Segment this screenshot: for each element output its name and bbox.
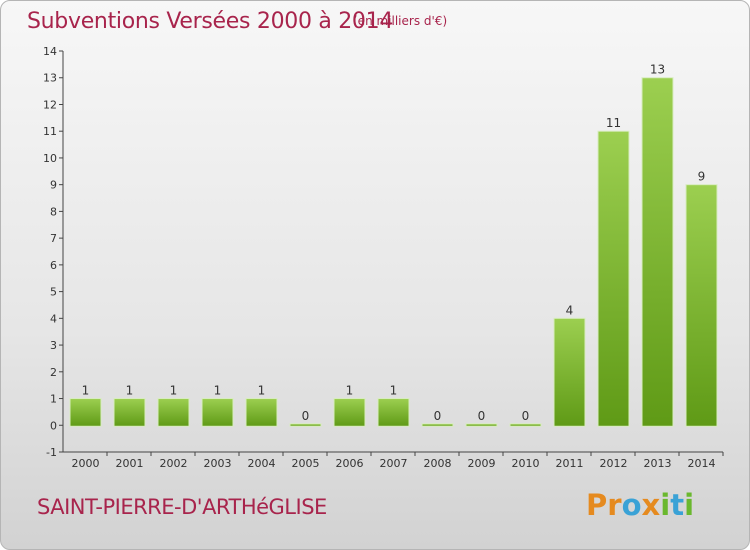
data-label: 13	[650, 63, 665, 77]
bar	[685, 184, 718, 427]
y-tick-label: 6	[50, 259, 57, 272]
x-tick-label: 2005	[292, 457, 320, 470]
y-tick-label: 8	[50, 205, 57, 218]
x-tick-label: 2002	[160, 457, 188, 470]
chart-units: (en milliers d'€)	[353, 14, 448, 28]
chart-bars	[69, 77, 718, 427]
bar	[597, 130, 630, 427]
chart-title: Subventions Versées 2000 à 2014	[27, 9, 394, 34]
x-tick-label: 2003	[204, 457, 232, 470]
x-tick-label: 2012	[600, 457, 628, 470]
proxiti-logo: Proxiti	[586, 488, 694, 522]
y-tick-label: 7	[50, 232, 57, 245]
y-tick-label: 12	[43, 98, 57, 111]
x-tick-label: 2008	[424, 457, 452, 470]
data-label: 1	[258, 384, 266, 398]
y-tick-label: -1	[46, 446, 57, 459]
logo-letter: i	[660, 488, 671, 522]
y-tick-label: 14	[43, 45, 57, 58]
bar	[553, 317, 586, 427]
x-tick-label: 2009	[468, 457, 496, 470]
data-label: 0	[522, 409, 530, 423]
y-tick-label: 10	[43, 152, 57, 165]
bar	[69, 398, 102, 427]
data-label: 0	[302, 409, 310, 423]
logo-letter: o	[621, 488, 642, 522]
data-label: 11	[606, 116, 621, 130]
data-label: 4	[566, 303, 574, 317]
bar	[377, 398, 410, 427]
bar	[113, 398, 146, 427]
data-label: 9	[698, 170, 706, 184]
x-tick-label: 2001	[116, 457, 144, 470]
bar	[641, 77, 674, 427]
y-tick-label: 11	[43, 125, 57, 138]
bar	[421, 423, 454, 427]
data-label: 1	[390, 384, 398, 398]
y-tick-label: 2	[50, 366, 57, 379]
logo-letter: x	[641, 488, 661, 522]
bar	[509, 423, 542, 427]
y-tick-label: 0	[50, 419, 57, 432]
x-tick-label: 2004	[248, 457, 276, 470]
bar	[465, 423, 498, 427]
y-tick-label: 1	[50, 393, 57, 406]
data-label: 1	[346, 384, 354, 398]
y-tick-label: 4	[50, 312, 57, 325]
y-tick-label: 5	[50, 286, 57, 299]
logo-letter: r	[607, 488, 622, 522]
data-label: 0	[478, 409, 486, 423]
data-label: 1	[214, 384, 222, 398]
bar	[157, 398, 190, 427]
data-label: 0	[434, 409, 442, 423]
x-tick-label: 2007	[380, 457, 408, 470]
y-tick-label: 13	[43, 72, 57, 85]
data-label: 1	[82, 384, 90, 398]
x-tick-label: 2010	[512, 457, 540, 470]
y-tick-label: 3	[50, 339, 57, 352]
logo-letter: t	[670, 488, 685, 522]
bar	[333, 398, 366, 427]
x-tick-label: 2011	[556, 457, 584, 470]
data-label: 1	[170, 384, 178, 398]
x-tick-label: 2014	[688, 457, 716, 470]
x-tick-label: 2006	[336, 457, 364, 470]
bar	[289, 423, 322, 427]
bar	[201, 398, 234, 427]
data-label: 1	[126, 384, 134, 398]
commune-name: SAINT-PIERRE-D'ARTHéGLISE	[37, 495, 327, 519]
x-tick-label: 2013	[644, 457, 672, 470]
bar	[245, 398, 278, 427]
y-tick-label: 9	[50, 179, 57, 192]
x-tick-label: 2000	[72, 457, 100, 470]
logo-letter: P	[586, 488, 608, 522]
logo-letter: i	[684, 488, 695, 522]
